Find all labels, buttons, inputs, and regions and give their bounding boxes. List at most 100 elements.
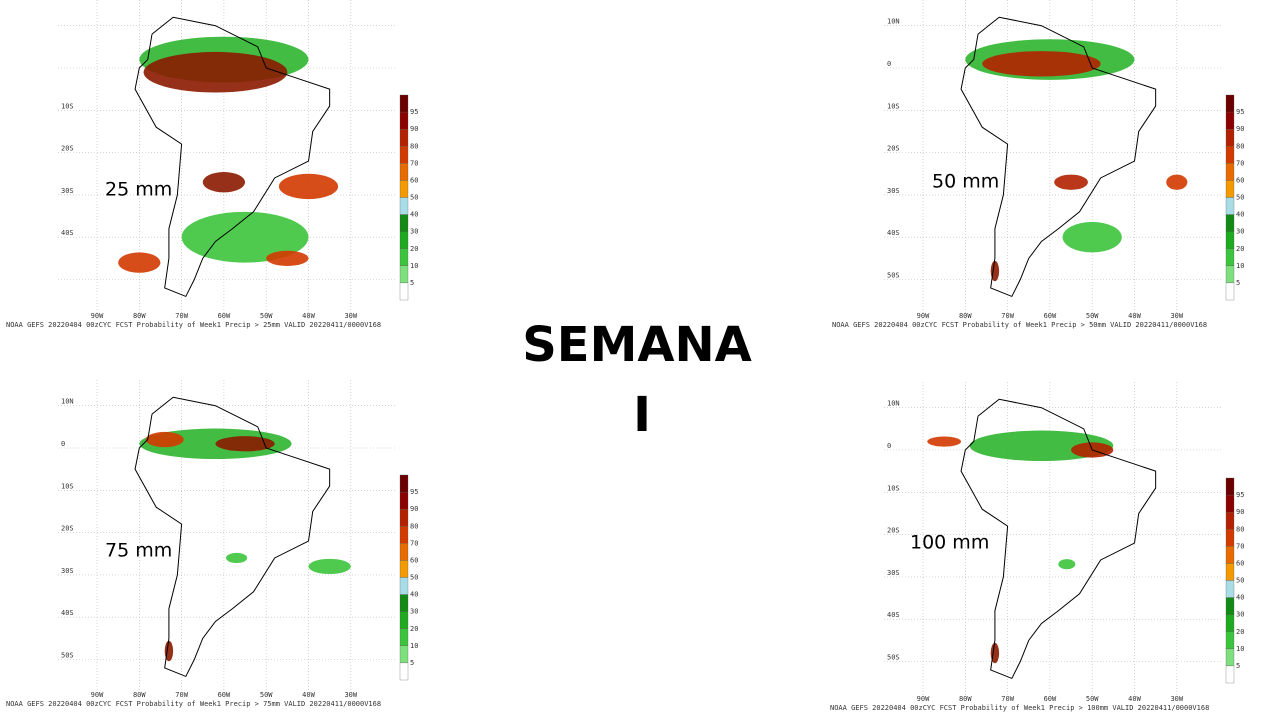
colorbar-swatch bbox=[399, 146, 409, 164]
colorbar-label: 90 bbox=[410, 125, 418, 133]
lon-label: 60W bbox=[1044, 695, 1057, 703]
lon-label: 30W bbox=[1170, 312, 1183, 320]
lon-label: 70W bbox=[175, 691, 188, 699]
lat-label: 30S bbox=[61, 187, 74, 195]
lon-label: 50W bbox=[1086, 695, 1099, 703]
lon-label: 30W bbox=[344, 312, 357, 320]
lon-label: 80W bbox=[133, 312, 146, 320]
colorbar-swatch bbox=[399, 543, 409, 561]
precip-area bbox=[143, 51, 288, 93]
colorbar-swatch bbox=[1225, 94, 1235, 113]
lon-label: 90W bbox=[91, 691, 104, 699]
colorbar-label: 40 bbox=[1236, 211, 1244, 219]
colorbar-label: 80 bbox=[410, 522, 418, 530]
lon-label: 90W bbox=[917, 312, 930, 320]
map-background bbox=[58, 380, 396, 690]
lat-label: 40S bbox=[887, 611, 900, 619]
lon-label: 50W bbox=[260, 312, 273, 320]
colorbar-label: 90 bbox=[1236, 508, 1244, 516]
colorbar-label: 70 bbox=[1236, 542, 1244, 550]
lat-label: 20S bbox=[887, 527, 900, 535]
lon-label: 90W bbox=[91, 312, 104, 320]
colorbar-swatch bbox=[1225, 614, 1235, 632]
lat-label: 20S bbox=[61, 145, 74, 153]
lat-label: 50S bbox=[887, 654, 900, 662]
colorbar-swatch bbox=[1225, 529, 1235, 547]
threshold-label: 100 mm bbox=[910, 532, 989, 554]
colorbar-label: 5 bbox=[410, 659, 414, 667]
colorbar-swatch bbox=[1225, 146, 1235, 164]
colorbar-label: 10 bbox=[1236, 262, 1244, 270]
colorbar-swatch bbox=[399, 474, 409, 493]
colorbar-label: 95 bbox=[410, 488, 418, 496]
colorbar-label: 5 bbox=[410, 279, 414, 287]
colorbar-label: 80 bbox=[1236, 525, 1244, 533]
colorbar-swatch bbox=[1225, 665, 1235, 684]
map-caption: NOAA GEFS 20220404 00zCYC FCST Probabili… bbox=[830, 704, 1209, 712]
colorbar-label: 20 bbox=[410, 625, 418, 633]
lat-label: 10N bbox=[887, 400, 900, 408]
colorbar-label: 30 bbox=[1236, 228, 1244, 236]
slide-subtitle: I bbox=[633, 387, 651, 443]
colorbar-label: 70 bbox=[410, 539, 418, 547]
lat-label: 0 bbox=[887, 60, 891, 68]
colorbar-label: 20 bbox=[1236, 628, 1244, 636]
colorbar-label: 40 bbox=[1236, 594, 1244, 602]
colorbar-swatch bbox=[399, 491, 409, 510]
lon-label: 80W bbox=[133, 691, 146, 699]
colorbar-label: 60 bbox=[410, 556, 418, 564]
colorbar-swatch bbox=[1225, 512, 1235, 530]
colorbar-swatch bbox=[399, 662, 409, 681]
precip-area bbox=[927, 436, 962, 447]
colorbar-label: 80 bbox=[410, 142, 418, 150]
colorbar-swatch bbox=[399, 265, 409, 284]
precip-area bbox=[1166, 174, 1188, 190]
threshold-label: 25 mm bbox=[105, 179, 172, 201]
colorbar-label: 10 bbox=[410, 642, 418, 650]
precip-area bbox=[308, 558, 351, 575]
lon-label: 30W bbox=[344, 691, 357, 699]
lon-label: 90W bbox=[917, 695, 930, 703]
colorbar-swatch bbox=[399, 231, 409, 249]
coastline bbox=[960, 398, 1157, 680]
colorbar-label: 95 bbox=[410, 108, 418, 116]
colorbar-swatch bbox=[1225, 248, 1235, 266]
lat-label: 10S bbox=[61, 102, 74, 110]
colorbar-label: 90 bbox=[1236, 125, 1244, 133]
colorbar-label: 30 bbox=[410, 228, 418, 236]
colorbar-label: 60 bbox=[1236, 176, 1244, 184]
colorbar-swatch bbox=[399, 282, 409, 301]
precip-area bbox=[1054, 174, 1088, 190]
colorbar-label: 50 bbox=[1236, 577, 1244, 585]
colorbar-label: 20 bbox=[1236, 245, 1244, 253]
lat-label: 10S bbox=[887, 484, 900, 492]
colorbar-label: 70 bbox=[1236, 159, 1244, 167]
colorbar-label: 30 bbox=[410, 608, 418, 616]
colorbar-label: 5 bbox=[1236, 279, 1240, 287]
colorbar-label: 10 bbox=[1236, 645, 1244, 653]
lat-label: 10S bbox=[887, 102, 900, 110]
colorbar-swatch bbox=[399, 594, 409, 612]
colorbar-swatch bbox=[1225, 546, 1235, 564]
precip-area bbox=[266, 250, 309, 266]
colorbar-swatch bbox=[1225, 648, 1235, 667]
lat-label: 40S bbox=[887, 229, 900, 237]
map-caption: NOAA GEFS 20220404 00zCYC FCST Probabili… bbox=[6, 700, 381, 708]
colorbar-swatch bbox=[1225, 477, 1235, 496]
map-caption: NOAA GEFS 20220404 00zCYC FCST Probabili… bbox=[832, 321, 1207, 329]
colorbar-swatch bbox=[1225, 163, 1235, 181]
colorbar-swatch bbox=[1225, 231, 1235, 249]
slide-title: SEMANA bbox=[522, 317, 752, 373]
lat-label: 10S bbox=[61, 482, 74, 490]
lon-label: 60W bbox=[1044, 312, 1057, 320]
colorbar-swatch bbox=[1225, 563, 1235, 581]
lat-label: 0 bbox=[61, 440, 65, 448]
lat-label: 50S bbox=[61, 652, 74, 660]
lon-label: 60W bbox=[218, 312, 231, 320]
colorbar-label: 70 bbox=[410, 159, 418, 167]
lon-label: 40W bbox=[302, 691, 315, 699]
precip-area bbox=[1058, 559, 1076, 570]
coastline bbox=[134, 16, 331, 298]
lon-label: 60W bbox=[218, 691, 231, 699]
colorbar-label: 90 bbox=[410, 505, 418, 513]
